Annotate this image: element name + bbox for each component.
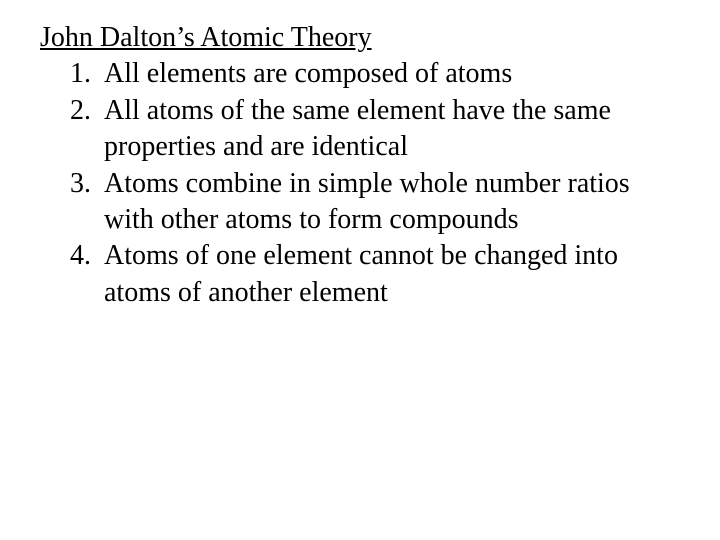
slide-title: John Dalton’s Atomic Theory [40, 20, 680, 56]
theory-list: All elements are composed of atoms All a… [40, 56, 680, 311]
list-item: Atoms combine in simple whole number rat… [98, 166, 680, 239]
list-item: All elements are composed of atoms [98, 56, 680, 92]
slide-container: John Dalton’s Atomic Theory All elements… [0, 0, 720, 540]
list-item: Atoms of one element cannot be changed i… [98, 238, 680, 311]
list-item: All atoms of the same element have the s… [98, 93, 680, 166]
